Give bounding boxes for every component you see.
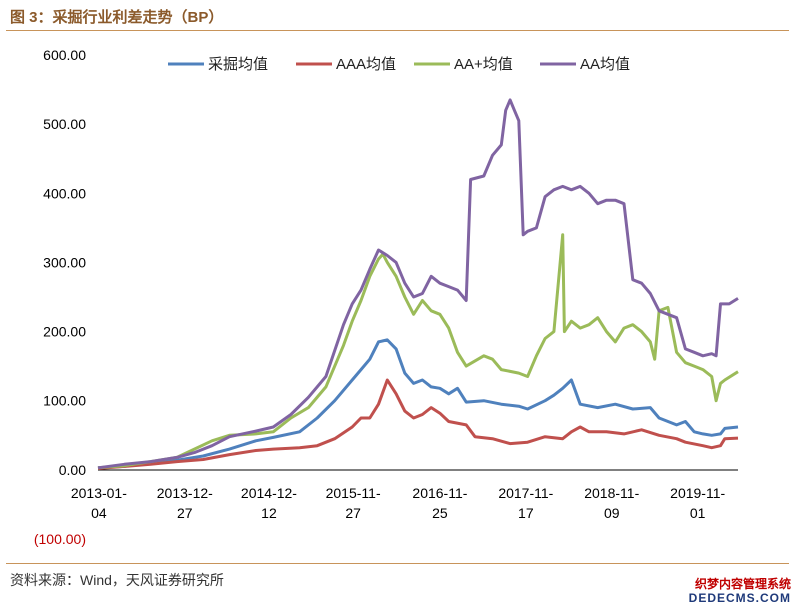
x-tick-label: 25 (432, 505, 448, 521)
series-line-4 (97, 98, 739, 470)
x-tick-label: 2014-12- (241, 485, 297, 501)
y-axis-ticks: 600.00 500.00 400.00 300.00 200.00 100.00 0.00… (34, 47, 86, 547)
watermark-line-2: DEDECMS.COM (688, 591, 791, 605)
x-tick-label: 17 (518, 505, 534, 521)
y-tick-label: 0.00 (59, 462, 86, 478)
legend-label-4: AA均值 (580, 56, 630, 73)
y-tick-label: (100.00) (34, 531, 86, 547)
data-source: 资料来源：Wind，天风证券研究所 (10, 572, 224, 588)
watermark: 织梦内容管理系统 DEDECMS.COM (689, 577, 791, 605)
x-tick-label: 2013-12- (157, 485, 213, 501)
y-tick-label: 100.00 (43, 393, 86, 409)
series-line-2 (97, 378, 739, 470)
x-axis-ticks: 2013-01- 04 2013-12- 27 2014-12- 12 2015-11- 27… (71, 485, 726, 521)
x-tick-label: 12 (261, 505, 277, 521)
x-tick-label: 01 (690, 505, 706, 521)
x-tick-label: 2016-11- (412, 485, 467, 501)
line-chart: 600.00 500.00 400.00 300.00 200.00 100.00 0.00… (34, 47, 739, 547)
y-tick-label: 300.00 (43, 254, 86, 270)
chart-legend: 采掘均值 AAA均值 AA+均值 AA均值 (168, 56, 630, 73)
x-tick-label: 2017-11- (498, 485, 553, 501)
y-tick-label: 400.00 (43, 185, 86, 201)
series-line-3 (97, 233, 739, 470)
x-tick-label: 2018-11- (584, 485, 639, 501)
watermark-line-1: 织梦内容管理系统 (694, 577, 791, 591)
legend-label-2: AAA均值 (336, 56, 396, 73)
series-line-1 (97, 338, 739, 470)
series-lines (97, 98, 739, 470)
x-tick-label: 04 (91, 505, 107, 521)
legend-label-1: 采掘均值 (208, 56, 268, 73)
x-tick-label: 2015-11- (326, 485, 381, 501)
chart-title: 图 3：采掘行业利差走势（BP） (10, 9, 224, 26)
x-tick-label: 2013-01- (71, 485, 127, 501)
y-tick-label: 600.00 (43, 47, 86, 63)
y-tick-label: 200.00 (43, 324, 86, 340)
x-tick-label: 27 (345, 505, 361, 521)
y-tick-label: 500.00 (43, 116, 86, 132)
x-tick-label: 2019-11- (670, 485, 725, 501)
x-tick-label: 27 (177, 505, 193, 521)
legend-label-3: AA+均值 (454, 56, 513, 73)
x-tick-label: 09 (604, 505, 620, 521)
title-divider (6, 30, 789, 31)
footer-divider (6, 563, 789, 564)
